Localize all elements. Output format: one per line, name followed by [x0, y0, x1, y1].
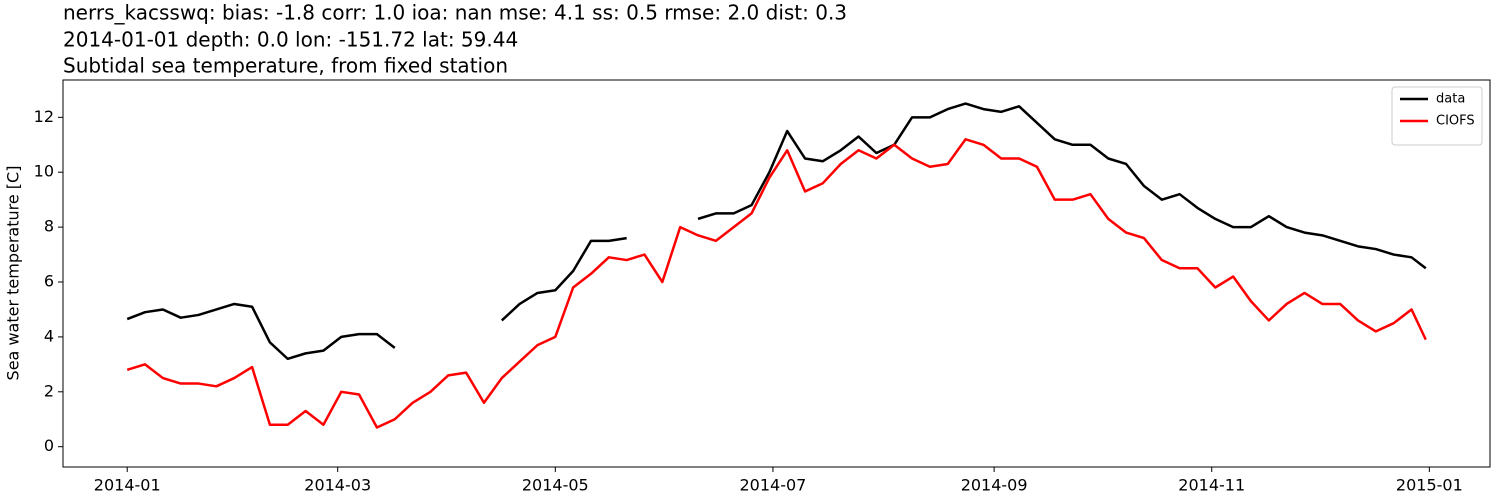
y-tick-label: 2	[44, 381, 54, 400]
title-line: nerrs_kacsswq: bias: -1.8 corr: 1.0 ioa:…	[63, 1, 847, 25]
legend-label: data	[1436, 92, 1465, 107]
y-tick-label: 4	[44, 326, 54, 345]
x-tick-label: 2014-05	[522, 476, 589, 495]
x-tick-label: 2015-01	[1396, 476, 1463, 495]
data-line	[126, 102, 1427, 361]
legend-box	[1391, 86, 1483, 146]
x-tick-label: 2014-07	[740, 476, 807, 495]
y-tick-label: 6	[44, 272, 54, 291]
title-line: Subtidal sea temperature, from fixed sta…	[63, 54, 508, 78]
y-tick-label: 12	[34, 107, 54, 126]
x-tick-label: 2014-01	[94, 476, 161, 495]
y-axis-label: Sea water temperature [C]	[4, 166, 23, 381]
data-line	[126, 138, 1427, 429]
x-tick-label: 2014-11	[1178, 476, 1245, 495]
x-tick-label: 2014-09	[961, 476, 1028, 495]
y-tick-label: 8	[44, 217, 54, 236]
y-tick-label: 10	[34, 162, 54, 181]
title-line: 2014-01-01 depth: 0.0 lon: -151.72 lat: …	[63, 28, 518, 52]
x-tick-label: 2014-03	[304, 476, 371, 495]
y-tick-label: 0	[44, 436, 54, 455]
plot-frame	[62, 79, 1491, 468]
legend-label: CIOFS	[1436, 114, 1475, 129]
